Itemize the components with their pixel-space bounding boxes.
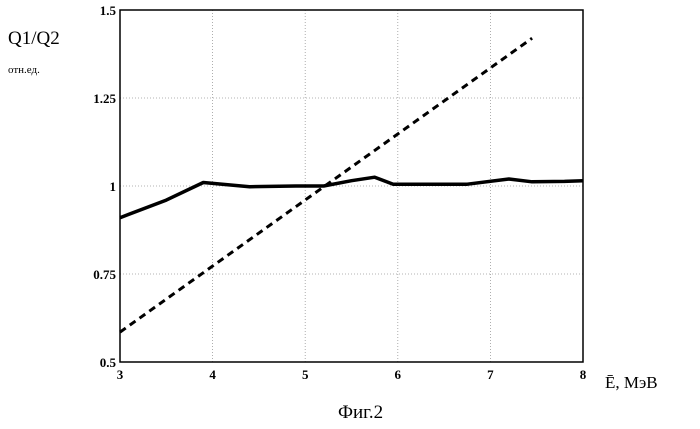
y-tick-label: 0.5 (100, 355, 117, 370)
x-tick-label: 6 (395, 367, 402, 382)
y-tick-label: 1.25 (93, 91, 116, 106)
grid (120, 10, 583, 362)
x-tick-label: 7 (487, 367, 494, 382)
y-tick-label: 0.75 (93, 267, 116, 282)
y-axis-label-text: Q1/Q2 (8, 28, 60, 49)
series-line-solid (120, 177, 583, 218)
y-tick-label: 1.5 (100, 3, 117, 18)
x-tick-label: 4 (209, 367, 216, 382)
x-tick-label: 8 (580, 367, 587, 382)
x-tick-label: 5 (302, 367, 309, 382)
figure-caption: Фиг.2 (338, 402, 383, 423)
y-axis-unit: отн.ед. (8, 64, 40, 76)
ticks-layer: 3 4 5 6 7 8 0.5 0.75 1 1.25 1.5 (93, 3, 587, 382)
series-layer (120, 38, 583, 332)
y-axis-label: Q1/Q2 (8, 28, 60, 49)
x-tick-label: 3 (117, 367, 124, 382)
x-axis-label: Ē, МэВ (605, 373, 658, 392)
y-tick-label: 1 (110, 179, 117, 194)
